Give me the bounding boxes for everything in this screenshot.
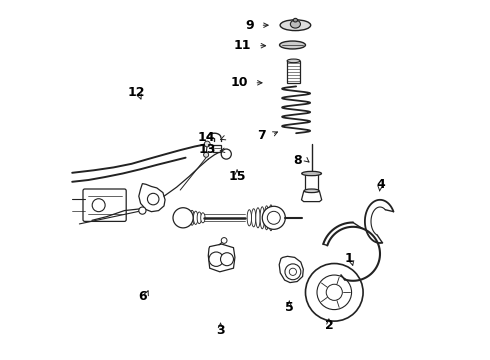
Circle shape	[221, 149, 231, 159]
Ellipse shape	[291, 20, 300, 28]
Text: 1: 1	[344, 252, 353, 265]
Text: 13: 13	[198, 143, 216, 156]
Bar	[305, 174, 318, 191]
Ellipse shape	[293, 18, 297, 22]
Ellipse shape	[247, 210, 251, 226]
Circle shape	[221, 238, 227, 243]
Text: 14: 14	[198, 131, 216, 144]
Polygon shape	[279, 256, 303, 283]
Circle shape	[317, 275, 351, 310]
Ellipse shape	[265, 206, 269, 230]
Bar	[213, 145, 221, 152]
Circle shape	[147, 193, 159, 205]
Text: 15: 15	[228, 170, 246, 183]
Ellipse shape	[256, 208, 260, 228]
Text: 8: 8	[293, 154, 302, 167]
Ellipse shape	[197, 212, 201, 224]
Ellipse shape	[260, 207, 265, 229]
Circle shape	[262, 206, 285, 229]
Circle shape	[173, 208, 193, 228]
Ellipse shape	[201, 213, 205, 223]
Polygon shape	[208, 244, 235, 272]
Circle shape	[305, 264, 363, 321]
FancyBboxPatch shape	[83, 189, 126, 221]
Ellipse shape	[304, 189, 319, 193]
Ellipse shape	[251, 209, 256, 227]
Circle shape	[204, 152, 209, 157]
Ellipse shape	[269, 205, 273, 231]
Circle shape	[209, 252, 223, 266]
Ellipse shape	[186, 210, 191, 226]
Polygon shape	[301, 192, 321, 202]
Ellipse shape	[280, 20, 311, 31]
Circle shape	[268, 211, 280, 224]
Text: 9: 9	[245, 19, 254, 32]
Polygon shape	[139, 184, 165, 212]
Ellipse shape	[280, 41, 305, 49]
Ellipse shape	[287, 59, 300, 63]
Ellipse shape	[194, 211, 198, 224]
Circle shape	[285, 264, 301, 280]
Circle shape	[204, 141, 210, 147]
Ellipse shape	[183, 209, 187, 227]
Text: 4: 4	[377, 178, 386, 191]
Text: 11: 11	[234, 39, 251, 52]
Text: 3: 3	[216, 324, 225, 337]
Bar	[287, 61, 300, 83]
Circle shape	[92, 199, 105, 212]
Circle shape	[220, 253, 233, 266]
Text: 5: 5	[285, 301, 294, 314]
Circle shape	[289, 268, 296, 275]
Text: 10: 10	[230, 76, 248, 89]
Text: 2: 2	[324, 319, 333, 332]
Circle shape	[326, 284, 343, 300]
Circle shape	[139, 207, 146, 214]
Text: 6: 6	[138, 291, 147, 303]
Text: 7: 7	[257, 129, 266, 142]
Ellipse shape	[190, 210, 194, 225]
Text: 12: 12	[127, 86, 145, 99]
Ellipse shape	[302, 171, 321, 176]
